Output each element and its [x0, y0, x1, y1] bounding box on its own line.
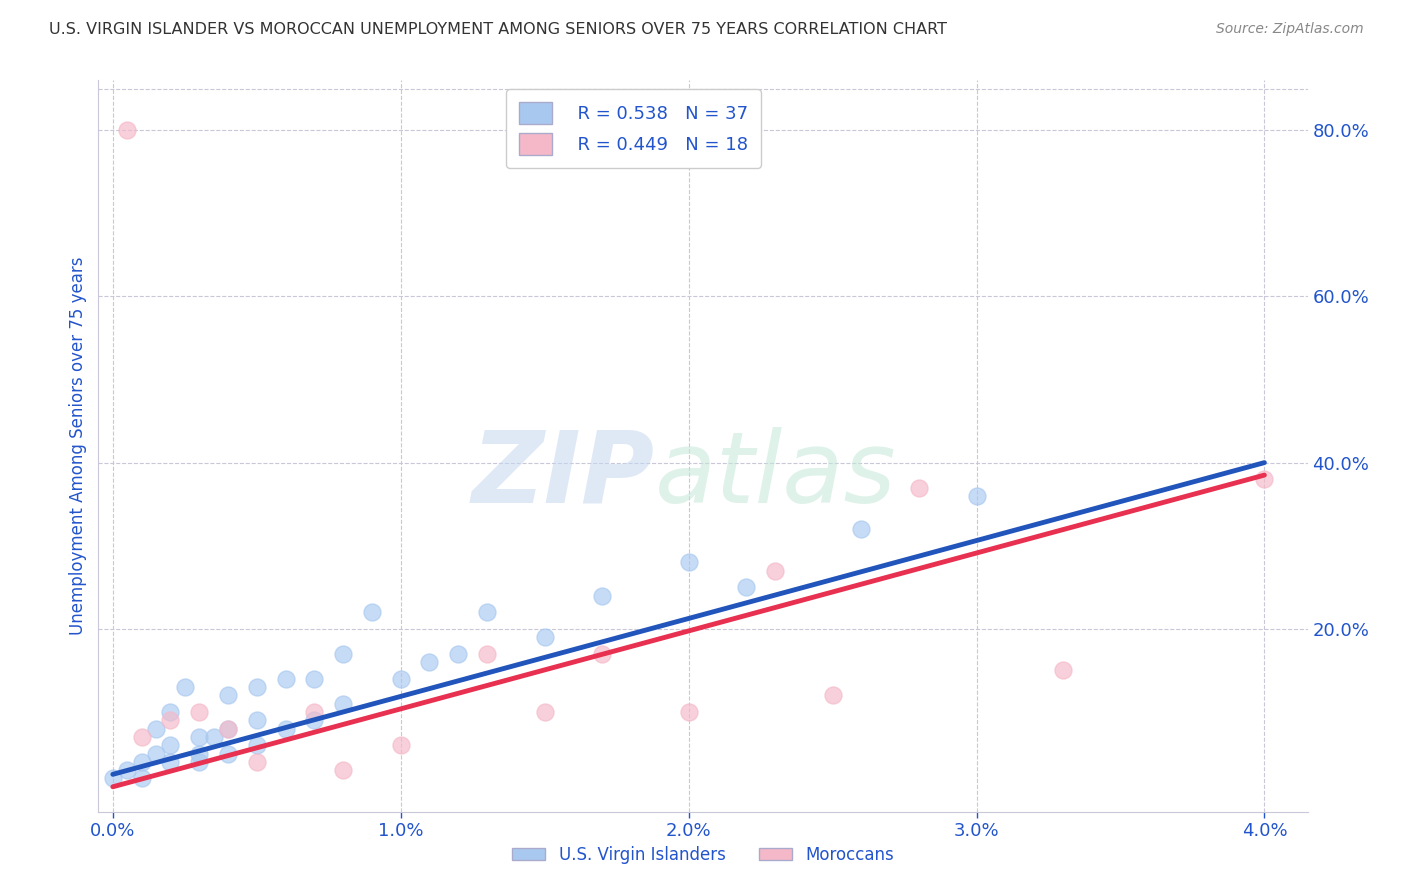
- Point: [735, 580, 758, 594]
- Point: [332, 647, 354, 661]
- Point: [217, 689, 239, 703]
- Point: [851, 522, 873, 536]
- Point: [447, 647, 470, 661]
- Point: [274, 722, 297, 736]
- Point: [304, 672, 326, 686]
- Legend: U.S. Virgin Islanders, Moroccans: U.S. Virgin Islanders, Moroccans: [505, 839, 901, 871]
- Point: [678, 555, 700, 569]
- Point: [159, 705, 181, 719]
- Point: [304, 705, 326, 719]
- Point: [591, 589, 613, 603]
- Point: [1253, 472, 1275, 486]
- Point: [188, 747, 211, 761]
- Point: [304, 714, 326, 728]
- Point: [332, 697, 354, 711]
- Point: [246, 755, 269, 769]
- Point: [389, 672, 412, 686]
- Point: [475, 605, 498, 619]
- Y-axis label: Unemployment Among Seniors over 75 years: Unemployment Among Seniors over 75 years: [69, 257, 87, 635]
- Point: [678, 705, 700, 719]
- Text: Source: ZipAtlas.com: Source: ZipAtlas.com: [1216, 22, 1364, 37]
- Point: [533, 630, 555, 644]
- Point: [145, 747, 167, 761]
- Point: [591, 647, 613, 661]
- Point: [159, 755, 181, 769]
- Legend:   R = 0.538   N = 37,   R = 0.449   N = 18: R = 0.538 N = 37, R = 0.449 N = 18: [506, 89, 761, 168]
- Point: [418, 655, 440, 669]
- Point: [217, 747, 239, 761]
- Point: [533, 705, 555, 719]
- Point: [188, 705, 211, 719]
- Text: U.S. VIRGIN ISLANDER VS MOROCCAN UNEMPLOYMENT AMONG SENIORS OVER 75 YEARS CORREL: U.S. VIRGIN ISLANDER VS MOROCCAN UNEMPLO…: [49, 22, 948, 37]
- Point: [361, 605, 384, 619]
- Point: [188, 730, 211, 744]
- Point: [475, 647, 498, 661]
- Point: [908, 481, 931, 495]
- Point: [763, 564, 786, 578]
- Point: [332, 763, 354, 777]
- Point: [246, 680, 269, 694]
- Point: [217, 722, 239, 736]
- Point: [217, 722, 239, 736]
- Point: [389, 738, 412, 752]
- Point: [274, 672, 297, 686]
- Point: [246, 714, 269, 728]
- Text: ZIP: ZIP: [471, 426, 655, 524]
- Point: [159, 738, 181, 752]
- Point: [145, 722, 167, 736]
- Point: [188, 755, 211, 769]
- Point: [966, 489, 988, 503]
- Point: [1052, 664, 1074, 678]
- Point: [101, 772, 124, 786]
- Point: [821, 689, 844, 703]
- Point: [131, 755, 153, 769]
- Point: [159, 714, 181, 728]
- Point: [246, 738, 269, 752]
- Point: [131, 772, 153, 786]
- Point: [115, 123, 138, 137]
- Point: [115, 763, 138, 777]
- Point: [131, 730, 153, 744]
- Point: [202, 730, 225, 744]
- Point: [173, 680, 195, 694]
- Text: atlas: atlas: [655, 426, 896, 524]
